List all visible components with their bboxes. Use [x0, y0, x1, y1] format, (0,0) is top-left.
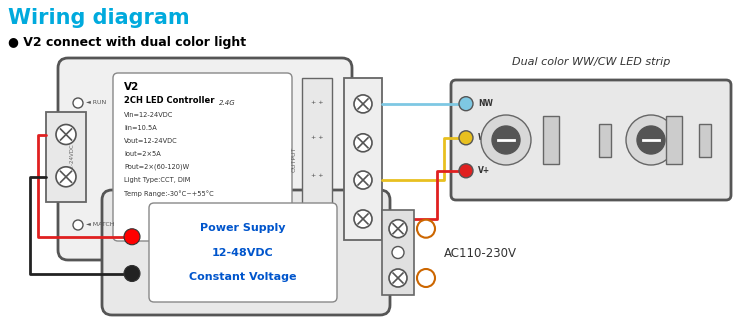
Circle shape — [392, 247, 404, 259]
Text: + +: + + — [311, 173, 324, 178]
Text: ◄ MATCH: ◄ MATCH — [86, 222, 114, 228]
Circle shape — [637, 126, 665, 154]
Circle shape — [354, 171, 372, 189]
Circle shape — [389, 220, 407, 238]
Circle shape — [354, 95, 372, 113]
Circle shape — [56, 125, 76, 145]
Text: Temp Range:-30°C~+55°C: Temp Range:-30°C~+55°C — [124, 190, 214, 197]
FancyBboxPatch shape — [102, 190, 390, 315]
Circle shape — [73, 220, 83, 230]
Text: N: N — [422, 273, 430, 283]
Text: WW: WW — [478, 133, 495, 142]
Text: Iout=2×5A: Iout=2×5A — [124, 151, 161, 157]
Bar — [344, 78, 382, 240]
Text: 12-24VDC: 12-24VDC — [70, 143, 74, 171]
Circle shape — [481, 115, 531, 165]
Circle shape — [459, 131, 473, 145]
Text: Light Type:CCT, DIM: Light Type:CCT, DIM — [124, 177, 191, 183]
FancyBboxPatch shape — [113, 73, 292, 241]
Text: V2: V2 — [124, 82, 139, 92]
Bar — [302, 78, 332, 240]
Bar — [543, 116, 559, 164]
Bar — [46, 112, 86, 202]
Text: ● V2 connect with dual color light: ● V2 connect with dual color light — [8, 36, 246, 49]
Bar — [666, 116, 682, 164]
Bar — [699, 124, 711, 157]
Text: 12-48VDC: 12-48VDC — [212, 248, 274, 257]
FancyBboxPatch shape — [451, 80, 731, 200]
Circle shape — [626, 115, 676, 165]
FancyBboxPatch shape — [58, 58, 352, 260]
Circle shape — [124, 266, 140, 282]
Circle shape — [389, 269, 407, 287]
Text: 2.4G: 2.4G — [220, 100, 236, 106]
Circle shape — [459, 164, 473, 178]
Text: 2CH LED Controller: 2CH LED Controller — [124, 96, 214, 105]
Text: WW: WW — [318, 90, 323, 102]
Text: ◄ RUN: ◄ RUN — [86, 100, 106, 106]
Text: + +: + + — [311, 210, 324, 215]
Text: NW: NW — [478, 99, 493, 108]
Bar — [382, 210, 414, 295]
Text: + +: + + — [311, 135, 324, 140]
Text: Wiring diagram: Wiring diagram — [8, 8, 190, 28]
Text: + +: + + — [311, 100, 324, 105]
Text: OUTPUT: OUTPUT — [292, 146, 297, 172]
Circle shape — [354, 210, 372, 228]
Circle shape — [354, 134, 372, 152]
Text: Iin=10.5A: Iin=10.5A — [124, 125, 157, 131]
Circle shape — [492, 126, 520, 154]
Circle shape — [73, 98, 83, 108]
Text: Pout=2×(60-120)W: Pout=2×(60-120)W — [124, 164, 189, 170]
Text: Constant Voltage: Constant Voltage — [189, 272, 297, 283]
Circle shape — [459, 97, 473, 111]
Text: AC110-230V: AC110-230V — [444, 247, 517, 260]
Text: ⒸⒾ: ⒸⒾ — [199, 213, 214, 226]
Text: CW: CW — [318, 154, 323, 164]
Text: Dual color WW/CW LED strip: Dual color WW/CW LED strip — [512, 57, 670, 67]
Bar — [599, 124, 611, 157]
Text: Power Supply: Power Supply — [200, 223, 286, 232]
Text: Vin=12-24VDC: Vin=12-24VDC — [124, 112, 174, 118]
Text: Vout=12-24VDC: Vout=12-24VDC — [124, 138, 178, 144]
Circle shape — [124, 229, 140, 245]
Circle shape — [417, 220, 435, 238]
Circle shape — [417, 269, 435, 287]
Circle shape — [56, 167, 76, 187]
Text: L: L — [423, 224, 429, 234]
Text: V+: V+ — [478, 166, 490, 175]
FancyBboxPatch shape — [149, 203, 337, 302]
Text: RoHS: RoHS — [223, 217, 246, 226]
